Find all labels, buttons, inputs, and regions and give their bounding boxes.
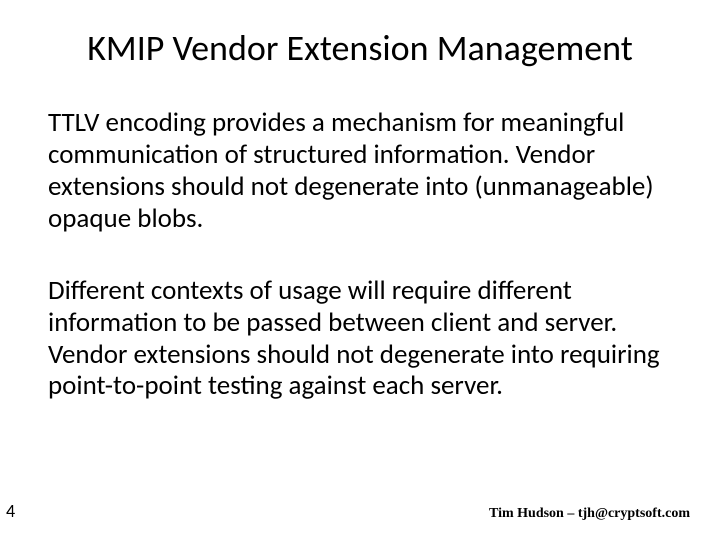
body-paragraph-2: Different contexts of usage will require… [48,275,672,402]
page-number: 4 [6,500,15,522]
slide-title: KMIP Vendor Extension Management [48,28,672,69]
footer-author: Tim Hudson – tjh@cryptsoft.com [489,506,690,522]
body-paragraph-1: TTLV encoding provides a mechanism for m… [48,107,672,234]
slide-container: KMIP Vendor Extension Management TTLV en… [0,0,720,540]
